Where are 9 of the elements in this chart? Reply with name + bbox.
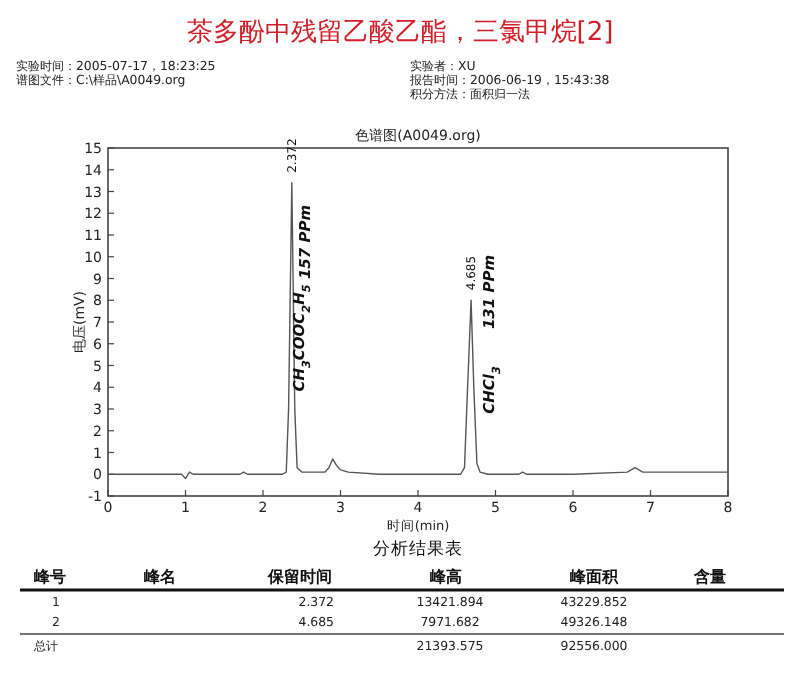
text: 峰高	[430, 566, 462, 586]
chart-title: 茶多酚中残留乙酸乙酯，三氯甲烷[2]	[186, 18, 614, 48]
text: 含量	[692, 568, 726, 586]
text: 峰面积	[570, 568, 620, 586]
line-series	[107, 182, 729, 480]
text: 分析结果表	[373, 538, 463, 560]
text: 峰号	[34, 568, 66, 586]
text: 峰名	[144, 568, 176, 586]
text: 保留时间	[266, 568, 332, 586]
